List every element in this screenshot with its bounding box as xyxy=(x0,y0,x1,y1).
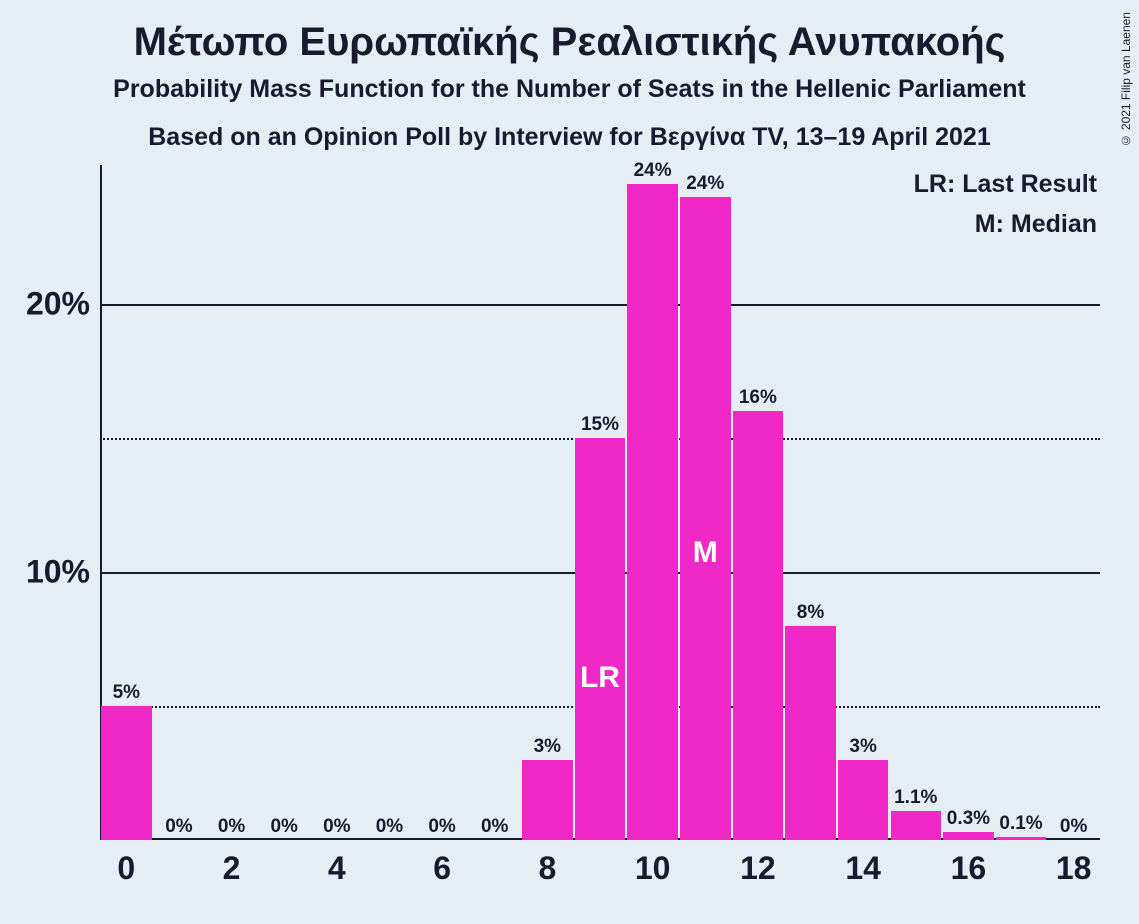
x-tick-label: 16 xyxy=(951,840,987,887)
bar-value-label: 0.3% xyxy=(947,808,990,832)
bar: 0.1% xyxy=(996,837,1047,840)
bar-value-label: 24% xyxy=(686,173,724,197)
x-tick-label: 10 xyxy=(635,840,671,887)
bar-value-label: 0% xyxy=(481,816,508,840)
x-tick-label: 8 xyxy=(538,840,556,887)
bar-value-label: 3% xyxy=(849,736,876,760)
bar-value-label: 0% xyxy=(165,816,192,840)
bar: 24% xyxy=(627,184,678,840)
bar: 16% xyxy=(733,411,784,840)
bar-inner-label: M xyxy=(693,536,718,570)
x-tick-label: 12 xyxy=(740,840,776,887)
bar-value-label: 3% xyxy=(534,736,561,760)
x-tick-label: 18 xyxy=(1056,840,1092,887)
x-tick-label: 14 xyxy=(845,840,881,887)
chart-title: Μέτωπο Ευρωπαϊκής Ρεαλιστικής Ανυπακοής xyxy=(0,0,1139,65)
gridline xyxy=(100,304,1100,306)
x-tick-label: 0 xyxy=(117,840,135,887)
bar: 5% xyxy=(101,706,152,840)
bar-value-label: 0% xyxy=(428,816,455,840)
bar-value-label: 0% xyxy=(1060,816,1087,840)
bar-value-label: 24% xyxy=(634,160,672,184)
bar: 15%LR xyxy=(575,438,626,840)
chart-subtitle-2: Based on an Opinion Poll by Interview fo… xyxy=(0,123,1139,152)
bar-value-label: 16% xyxy=(739,387,777,411)
bar-value-label: 0% xyxy=(218,816,245,840)
bar-value-label: 8% xyxy=(797,602,824,626)
chart-subtitle-1: Probability Mass Function for the Number… xyxy=(0,75,1139,104)
x-tick-label: 2 xyxy=(223,840,241,887)
copyright-text: © 2021 Filip van Laenen xyxy=(1119,12,1133,147)
bar-value-label: 5% xyxy=(113,682,140,706)
bar-inner-label: LR xyxy=(580,661,620,695)
bar: 3% xyxy=(838,760,889,840)
y-tick-label: 20% xyxy=(26,286,100,323)
bar-value-label: 0% xyxy=(270,816,297,840)
bar: 24%M xyxy=(680,197,731,840)
bar-value-label: 0% xyxy=(323,816,350,840)
x-tick-label: 6 xyxy=(433,840,451,887)
bar: 1.1% xyxy=(891,811,942,840)
y-tick-label: 10% xyxy=(26,554,100,591)
chart-plot-area: 10%20%5%0%0%0%0%0%0%0%3%15%LR24%24%M16%8… xyxy=(100,165,1100,840)
bar-value-label: 0.1% xyxy=(999,813,1042,837)
x-tick-label: 4 xyxy=(328,840,346,887)
bar-value-label: 15% xyxy=(581,414,619,438)
bar-value-label: 0% xyxy=(376,816,403,840)
bar: 3% xyxy=(522,760,573,840)
bar-value-label: 1.1% xyxy=(894,787,937,811)
bar: 0.3% xyxy=(943,832,994,840)
bar: 8% xyxy=(785,626,836,840)
